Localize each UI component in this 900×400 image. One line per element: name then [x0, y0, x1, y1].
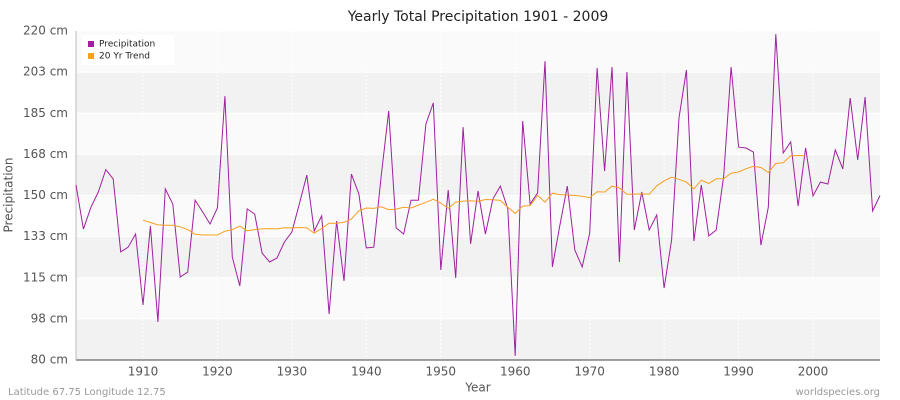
y-tick-label: 115 cm: [23, 270, 68, 284]
x-tick-label: 1930: [277, 365, 308, 379]
y-tick-label: 150 cm: [23, 188, 68, 202]
x-tick-label: 1910: [128, 365, 159, 379]
x-tick-label: 1940: [351, 365, 382, 379]
legend-swatch: [88, 41, 94, 47]
band: [76, 154, 880, 196]
x-tick-label: 1950: [426, 365, 457, 379]
legend-box: [82, 35, 174, 65]
legend-label: 20 Yr Trend: [99, 52, 150, 62]
footer-right: worldspecies.org: [796, 387, 880, 398]
band: [76, 277, 880, 319]
x-tick-label: 2000: [798, 365, 829, 379]
legend-swatch: [88, 53, 94, 59]
band: [76, 113, 880, 155]
y-tick-label: 185 cm: [23, 106, 68, 120]
band: [76, 318, 880, 360]
x-tick-label: 1980: [649, 365, 680, 379]
y-tick-label: 203 cm: [23, 65, 68, 79]
x-tick-label: 1990: [723, 365, 754, 379]
y-tick-label: 80 cm: [31, 353, 68, 367]
y-tick-label: 168 cm: [23, 147, 68, 161]
series-line: [142, 154, 806, 236]
y-tick-label: 98 cm: [31, 311, 68, 325]
x-tick-label: 1970: [574, 365, 605, 379]
x-tick-label: 1920: [202, 365, 233, 379]
band: [76, 236, 880, 278]
y-tick-label: 220 cm: [23, 24, 68, 38]
band: [76, 72, 880, 114]
plot-background: [76, 31, 880, 360]
band: [76, 31, 880, 73]
x-axis-label: Year: [464, 381, 490, 395]
y-tick-label: 133 cm: [23, 229, 68, 243]
band: [76, 195, 880, 237]
legend-label: Precipitation: [99, 40, 155, 50]
chart-title: Yearly Total Precipitation 1901 - 2009: [347, 9, 609, 25]
footer-left: Latitude 67.75 Longitude 12.75: [8, 387, 166, 398]
x-tick-label: 1960: [500, 365, 531, 379]
series-line: [75, 34, 881, 357]
y-axis-label: Precipitation: [2, 157, 16, 232]
